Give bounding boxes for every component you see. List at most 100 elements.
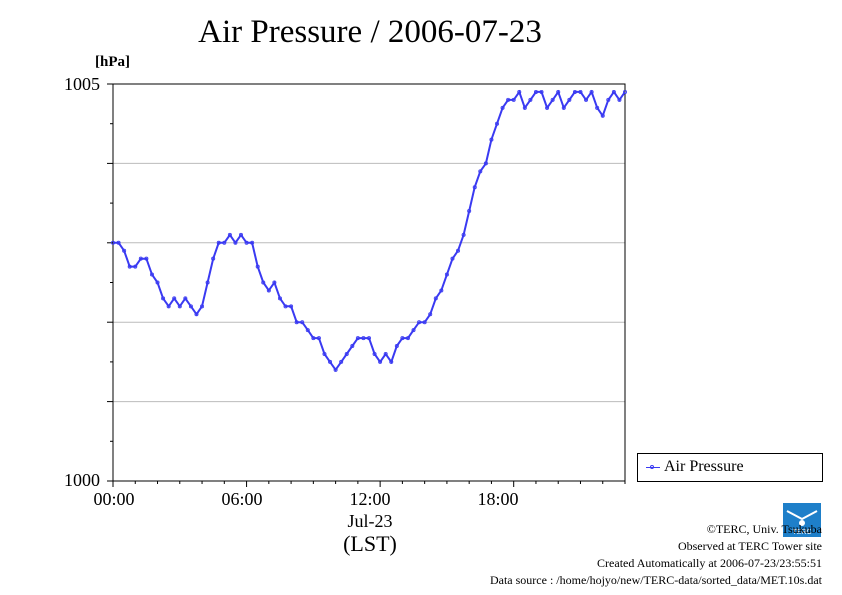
data-point: [494, 121, 499, 126]
data-point: [172, 296, 177, 301]
grid-lines: [113, 162, 625, 403]
series-air-pressure: [111, 89, 628, 372]
data-point: [283, 304, 288, 309]
data-point: [584, 97, 589, 102]
data-point: [394, 344, 399, 349]
footer-observed: Observed at TERC Tower site: [677, 539, 822, 553]
data-point: [400, 336, 405, 341]
data-point: [211, 256, 216, 261]
data-point: [155, 280, 160, 285]
footer-created: Created Automatically at 2006-07-23/23:5…: [597, 556, 822, 570]
x-tick-label-0600: 06:00: [221, 489, 263, 509]
x-tick-label-1200: 12:00: [349, 489, 391, 509]
data-point: [517, 89, 522, 94]
data-point: [617, 97, 622, 102]
data-point: [511, 97, 516, 102]
data-point: [533, 89, 538, 94]
data-point: [561, 105, 566, 110]
data-point: [205, 280, 210, 285]
data-point: [550, 97, 555, 102]
data-point: [461, 232, 466, 237]
legend-marker: [650, 465, 654, 469]
data-point: [350, 344, 355, 349]
data-point: [194, 312, 199, 317]
data-point: [149, 272, 154, 277]
data-point: [489, 137, 494, 142]
data-point: [483, 161, 488, 166]
x-date-label: Jul-23: [347, 511, 393, 531]
data-point: [305, 328, 310, 333]
data-point: [255, 264, 260, 269]
data-point: [355, 336, 360, 341]
data-point: [444, 272, 449, 277]
data-point: [266, 288, 271, 293]
data-point: [333, 367, 338, 372]
data-point: [595, 105, 600, 110]
data-point: [328, 359, 333, 364]
data-point: [272, 280, 277, 285]
data-point: [467, 209, 472, 214]
data-point: [188, 304, 193, 309]
data-point: [127, 264, 132, 269]
data-point: [289, 304, 294, 309]
data-point: [183, 296, 188, 301]
data-point: [227, 232, 232, 237]
data-point: [506, 97, 511, 102]
data-point: [623, 89, 628, 94]
data-point: [138, 256, 143, 261]
data-point: [411, 328, 416, 333]
data-point: [244, 240, 249, 245]
data-point: [589, 89, 594, 94]
data-point: [316, 336, 321, 341]
y-axis-unit: [hPa]: [95, 54, 130, 70]
data-point: [311, 336, 316, 341]
legend: Air Pressure: [637, 453, 823, 482]
logo-text: TERC: [792, 529, 811, 536]
data-point: [439, 288, 444, 293]
data-point: [545, 105, 550, 110]
data-point: [122, 248, 127, 253]
data-point: [567, 97, 572, 102]
data-point: [261, 280, 266, 285]
data-point: [133, 264, 138, 269]
data-point: [161, 296, 166, 301]
data-point: [144, 256, 149, 261]
data-point: [417, 320, 422, 325]
y-tick-label-top: 1005: [64, 74, 100, 94]
footer-source: Data source : /home/hojyo/new/TERC-data/…: [489, 573, 822, 587]
data-point: [222, 240, 227, 245]
data-point: [111, 240, 116, 245]
data-point: [522, 105, 527, 110]
data-point: [372, 351, 377, 356]
data-point: [200, 304, 205, 309]
data-point: [383, 351, 388, 356]
data-point: [366, 336, 371, 341]
data-point: [606, 97, 611, 102]
footer-copyright: ©TERC, Univ. Tsukuba: [706, 522, 822, 536]
data-point: [433, 296, 438, 301]
data-point: [216, 240, 221, 245]
data-point: [389, 359, 394, 364]
data-point: [600, 113, 605, 118]
data-point: [528, 97, 533, 102]
data-point: [556, 89, 561, 94]
data-point: [539, 89, 544, 94]
data-point: [116, 240, 121, 245]
data-point: [378, 359, 383, 364]
data-point: [177, 304, 182, 309]
legend-label: Air Pressure: [664, 458, 744, 475]
data-point: [300, 320, 305, 325]
data-point: [422, 320, 427, 325]
data-point: [238, 232, 243, 237]
data-point: [166, 304, 171, 309]
series-line: [113, 89, 626, 372]
data-point: [233, 240, 238, 245]
data-point: [611, 89, 616, 94]
data-point: [277, 296, 282, 301]
x-tick-label-1800: 18:00: [477, 489, 519, 509]
data-point: [578, 89, 583, 94]
data-point: [322, 351, 327, 356]
data-point: [450, 256, 455, 261]
y-tick-label-bottom: 1000: [64, 470, 100, 490]
